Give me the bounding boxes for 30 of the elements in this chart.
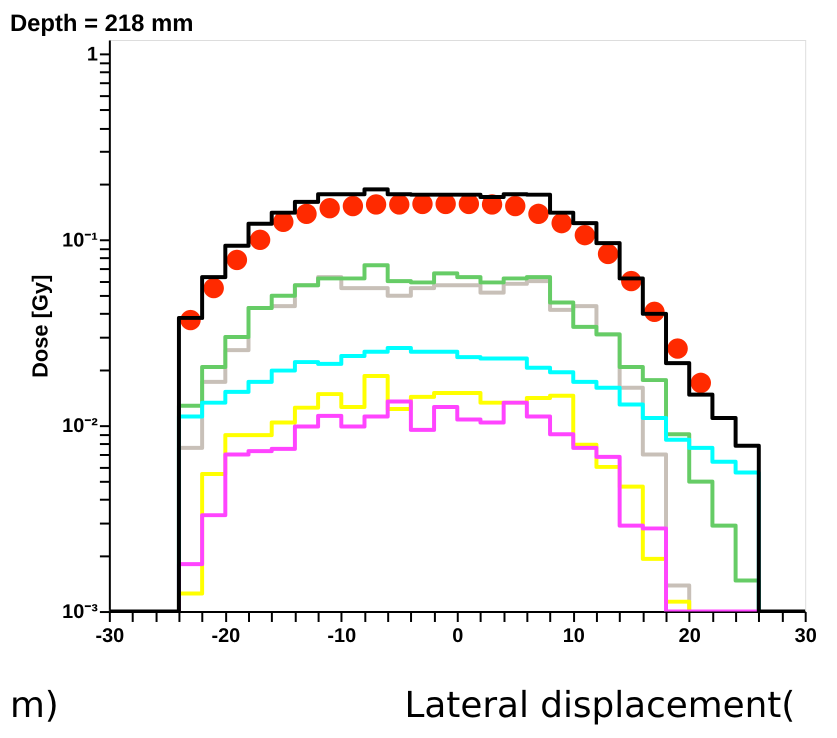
y-tick-label: 1 — [86, 43, 98, 66]
x-tick-label: 20 — [678, 624, 701, 647]
x-tick-label: -10 — [327, 624, 356, 647]
point — [667, 338, 688, 359]
point — [296, 204, 317, 224]
x-tick-label: 30 — [794, 624, 817, 647]
y-tick-label: 10⁻² — [62, 415, 98, 438]
text: Lateral displacement( — [404, 684, 796, 726]
point — [528, 204, 549, 224]
point — [389, 194, 410, 215]
y-axis-title: Dose [Gy] — [27, 274, 52, 378]
x-tick-label: 10 — [562, 624, 585, 647]
chart-title: Depth = 218 mm — [10, 10, 194, 38]
point — [598, 244, 618, 264]
point — [505, 196, 526, 216]
y-tick-label: 10⁻¹ — [62, 229, 98, 252]
x-tick-label: -20 — [211, 624, 240, 647]
point — [551, 212, 572, 234]
x-tick-label: 0 — [452, 624, 464, 647]
point — [320, 198, 340, 218]
point — [366, 194, 386, 215]
point — [690, 372, 711, 394]
point — [250, 230, 270, 250]
x-tick-label: -30 — [95, 624, 124, 647]
point — [574, 224, 596, 246]
point — [226, 250, 248, 270]
point — [204, 278, 224, 298]
y-tick-label: 10⁻³ — [62, 601, 98, 624]
point — [342, 196, 364, 216]
text: m) — [10, 684, 59, 726]
